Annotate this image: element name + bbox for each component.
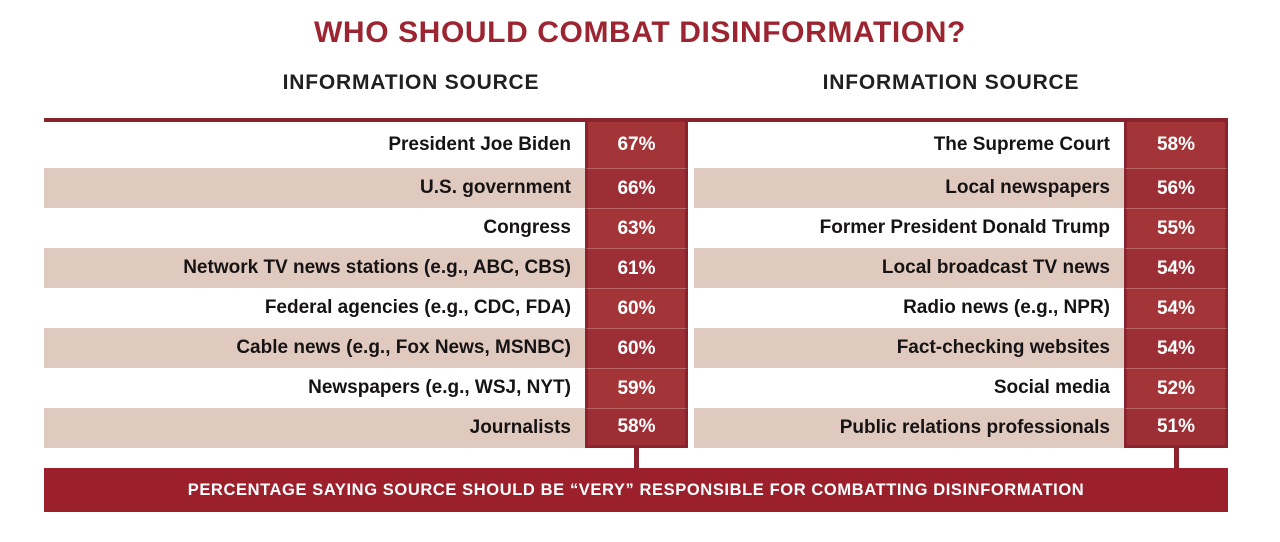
row-value: 58% (1124, 122, 1228, 168)
row-label: Local broadcast TV news (694, 248, 1124, 288)
footer-note: PERCENTAGE SAYING SOURCE SHOULD BE “VERY… (187, 480, 1085, 499)
column-gap (688, 288, 694, 328)
column-header-left: INFORMATION SOURCE (282, 71, 540, 94)
row-label: Fact-checking websites (694, 328, 1124, 368)
chart-title: WHO SHOULD COMBAT DISINFORMATION? (314, 16, 966, 49)
row-label: Newspapers (e.g., WSJ, NYT) (308, 377, 571, 398)
row-label: The Supreme Court (933, 134, 1110, 155)
row-label: Public relations professionals (694, 408, 1124, 448)
column-gap (688, 368, 694, 408)
row-value: 61% (585, 248, 688, 288)
row-value: 56% (1124, 168, 1228, 208)
row-value: 54% (1124, 248, 1228, 288)
column-gap (688, 408, 694, 448)
row-label: Former President Donald Trump (819, 217, 1110, 238)
row-value: 67% (585, 122, 688, 168)
connector-line-left (634, 448, 639, 468)
column-gap (688, 248, 694, 288)
column-gap (688, 122, 694, 168)
row-value: 58% (585, 408, 688, 448)
column-gap (688, 168, 694, 208)
row-value: 60% (585, 328, 688, 368)
row-label: Radio news (e.g., NPR) (903, 297, 1110, 318)
row-value: 66% (585, 168, 688, 208)
column-gap (688, 208, 694, 248)
row-value: 55% (1124, 208, 1228, 248)
row-label: Network TV news stations (e.g., ABC, CBS… (44, 248, 585, 288)
row-label: U.S. government (44, 168, 585, 208)
footer-banner: PERCENTAGE SAYING SOURCE SHOULD BE “VERY… (44, 468, 1228, 512)
row-label: Journalists (44, 408, 585, 448)
row-value: 54% (1124, 288, 1228, 328)
data-table: President Joe Biden 67% The Supreme Court 5… (44, 122, 1228, 448)
row-value: 63% (585, 208, 688, 248)
table-top-rule (44, 118, 1228, 122)
row-label: Local newspapers (694, 168, 1124, 208)
row-label: Cable news (e.g., Fox News, MSNBC) (44, 328, 585, 368)
row-label: President Joe Biden (388, 134, 571, 155)
row-value: 51% (1124, 408, 1228, 448)
row-label: Federal agencies (e.g., CDC, FDA) (264, 297, 571, 318)
connector-line-right (1174, 448, 1179, 468)
column-gap (688, 328, 694, 368)
row-value: 54% (1124, 328, 1228, 368)
row-value: 59% (585, 368, 688, 408)
row-value: 60% (585, 288, 688, 328)
row-value: 52% (1124, 368, 1228, 408)
column-header-right: INFORMATION SOURCE (822, 71, 1080, 94)
row-label: Congress (483, 217, 571, 238)
row-label: Social media (993, 377, 1110, 398)
